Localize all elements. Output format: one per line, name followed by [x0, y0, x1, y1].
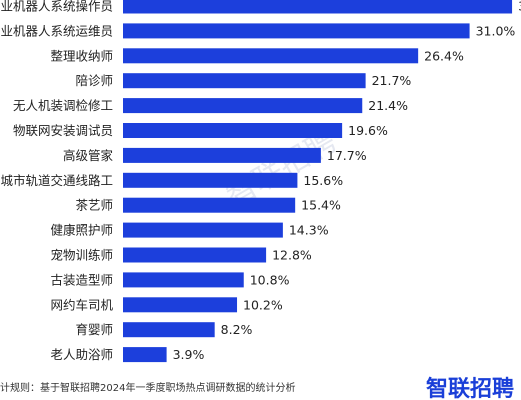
bar — [123, 23, 470, 39]
bar — [123, 222, 283, 238]
value-label: 12.8% — [272, 248, 312, 263]
category-label: 宠物训练师 — [50, 248, 113, 263]
bar — [123, 172, 298, 188]
category-label: 网约车司机 — [50, 297, 113, 312]
category-label: 高级管家 — [63, 148, 114, 163]
category-label: 无人机装调检修工 — [13, 98, 113, 113]
bar — [123, 123, 343, 138]
category-label: 古装造型师 — [50, 272, 113, 287]
category-label: 陪诊师 — [75, 73, 113, 88]
bar — [123, 322, 215, 338]
bar — [123, 197, 296, 213]
value-label: 10.2% — [243, 297, 283, 312]
bar — [123, 73, 366, 89]
bar — [123, 297, 238, 313]
value-label: 10.8% — [250, 272, 290, 287]
bar — [123, 347, 167, 363]
value-label: 21.4% — [368, 98, 408, 113]
category-label: 物联网安装调试员 — [13, 123, 113, 138]
category-label: 城市轨道交通线路工 — [0, 173, 113, 188]
value-label: 3.9% — [173, 347, 205, 362]
value-label: 19.6% — [348, 123, 388, 138]
bar — [123, 147, 321, 163]
category-label: 育婴师 — [75, 322, 113, 337]
category-label: 整理收纳师 — [50, 48, 113, 63]
value-label: 34.8% — [518, 0, 521, 14]
category-label: 茶艺师 — [75, 198, 113, 213]
category-label: 老人助浴师 — [50, 347, 113, 362]
value-label: 8.2% — [221, 322, 253, 337]
bar — [123, 247, 267, 263]
footnote: 统计规则：基于智联招聘2024年一季度职场热点调研数据的统计分析 — [0, 381, 295, 394]
value-label: 15.4% — [301, 198, 341, 213]
bar — [123, 48, 419, 64]
value-label: 31.0% — [476, 23, 516, 38]
category-label: 健康照护师 — [50, 223, 113, 238]
value-label: 17.7% — [327, 148, 367, 163]
bar — [123, 98, 363, 114]
value-label: 26.4% — [424, 48, 464, 63]
category-label: 工业机器人系统运维员 — [0, 23, 113, 38]
bar — [123, 272, 244, 288]
value-label: 14.3% — [289, 223, 329, 238]
value-label: 15.6% — [303, 173, 343, 188]
logo: 智联招聘 — [426, 376, 514, 400]
value-label: 21.7% — [372, 73, 412, 88]
bar — [123, 0, 513, 14]
category-label: 工业机器人系统操作员 — [0, 0, 113, 14]
